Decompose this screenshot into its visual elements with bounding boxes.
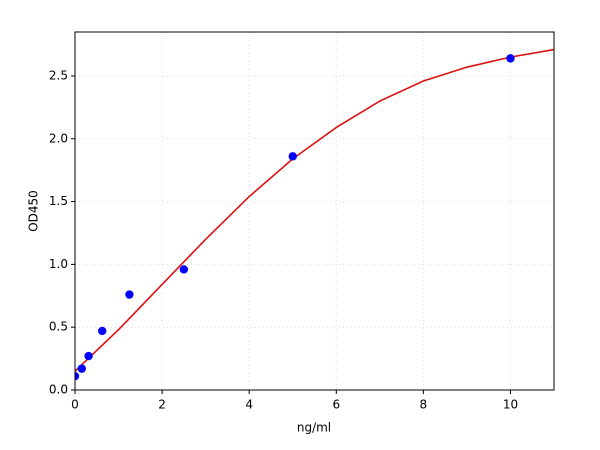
x-axis-label: ng/ml	[297, 421, 331, 435]
x-tick-label: 2	[158, 398, 166, 412]
y-tick-label: 2.5	[49, 68, 68, 82]
data-point	[506, 54, 515, 63]
y-tick-label: 0.5	[49, 320, 68, 334]
y-tick-label: 1.5	[49, 194, 68, 208]
y-tick-label: 2.0	[49, 131, 68, 145]
x-tick-label: 4	[245, 398, 253, 412]
data-point	[125, 290, 134, 299]
data-point	[75, 371, 80, 381]
y-tick-label: 0.0	[49, 383, 68, 397]
fit-curve	[75, 48, 554, 372]
data-point	[77, 364, 86, 373]
plot-frame	[74, 31, 555, 391]
x-tick-label: 0	[71, 398, 79, 412]
x-tick-label: 10	[503, 398, 518, 412]
y-axis-label: OD450	[27, 190, 41, 232]
data-point	[84, 351, 93, 361]
data-point	[288, 152, 297, 161]
data-point	[179, 265, 189, 274]
y-tick-label: 1.0	[49, 257, 68, 271]
x-tick-label: 6	[332, 398, 340, 412]
x-tick-label: 8	[420, 398, 428, 412]
data-point	[98, 326, 107, 336]
